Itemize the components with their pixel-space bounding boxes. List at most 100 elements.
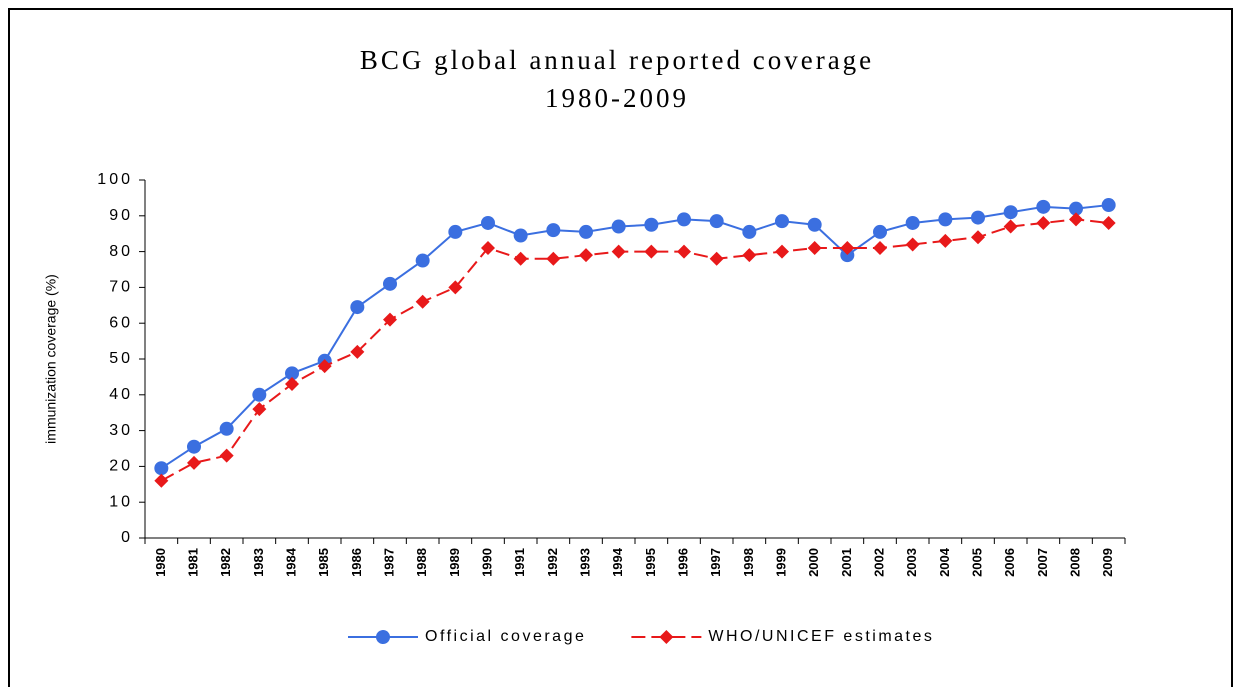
data-point bbox=[350, 300, 365, 315]
y-tick-label: 80 bbox=[109, 243, 133, 260]
x-tick-label: 1991 bbox=[512, 548, 527, 577]
x-tick-label: 2000 bbox=[806, 548, 821, 577]
data-point bbox=[513, 251, 528, 266]
data-point bbox=[383, 276, 397, 291]
legend-label: Official coverage bbox=[425, 628, 586, 645]
x-tick-label: 1984 bbox=[283, 547, 298, 577]
x-tick-label: 1998 bbox=[741, 548, 756, 577]
y-tick-label: 40 bbox=[109, 386, 133, 403]
x-tick-label: 1983 bbox=[251, 548, 266, 577]
data-point bbox=[448, 280, 463, 295]
y-tick-label: 10 bbox=[109, 493, 133, 510]
data-point bbox=[1003, 205, 1018, 220]
data-point bbox=[481, 241, 495, 256]
x-tick-label: 1989 bbox=[447, 548, 462, 577]
data-point bbox=[742, 248, 757, 263]
data-point bbox=[905, 215, 920, 230]
data-point bbox=[840, 241, 855, 256]
y-tick-label: 20 bbox=[109, 458, 133, 475]
data-point bbox=[677, 244, 691, 259]
data-point bbox=[709, 214, 724, 229]
x-tick-label: 1994 bbox=[610, 547, 625, 577]
x-tick-label: 1982 bbox=[218, 548, 233, 577]
data-point bbox=[971, 210, 985, 225]
data-point bbox=[546, 223, 561, 238]
data-point bbox=[742, 224, 757, 239]
x-tick-label: 2004 bbox=[937, 547, 952, 577]
data-point bbox=[317, 359, 332, 374]
x-tick-label: 2005 bbox=[969, 548, 984, 577]
y-tick-label: 50 bbox=[109, 350, 133, 367]
y-tick-label: 100 bbox=[97, 171, 133, 188]
x-tick-label: 2007 bbox=[1035, 548, 1050, 577]
data-point bbox=[611, 219, 626, 234]
x-tick-label: 2002 bbox=[871, 548, 886, 577]
data-point bbox=[709, 251, 724, 266]
data-point bbox=[938, 233, 953, 248]
x-tick-label: 1988 bbox=[414, 548, 429, 577]
x-tick-label: 2008 bbox=[1067, 548, 1082, 577]
chart-subtitle: 1980-2009 bbox=[545, 83, 689, 113]
data-point bbox=[481, 215, 495, 230]
x-tick-label: 2006 bbox=[1002, 548, 1017, 577]
data-point bbox=[252, 387, 267, 402]
legend-marker bbox=[659, 630, 674, 644]
data-point bbox=[1003, 219, 1018, 234]
data-point bbox=[285, 366, 299, 381]
data-point bbox=[252, 402, 267, 417]
data-point bbox=[775, 214, 789, 229]
y-tick-label: 70 bbox=[109, 279, 133, 296]
data-point bbox=[285, 377, 299, 392]
frame bbox=[8, 8, 1233, 687]
x-tick-label: 1996 bbox=[675, 548, 690, 577]
series-line bbox=[160, 218, 1109, 482]
data-point bbox=[187, 439, 201, 454]
data-point bbox=[905, 237, 920, 252]
data-point bbox=[873, 241, 887, 256]
chart-title: BCG global annual reported coverage bbox=[360, 45, 874, 75]
data-point bbox=[415, 253, 430, 268]
data-point bbox=[579, 224, 593, 239]
data-point bbox=[644, 244, 659, 259]
y-tick-label: 90 bbox=[109, 207, 133, 224]
data-point bbox=[1036, 215, 1051, 230]
x-tick-label: 2001 bbox=[839, 548, 854, 577]
data-point bbox=[775, 244, 789, 259]
x-tick-label: 1999 bbox=[773, 548, 788, 577]
data-point bbox=[448, 224, 463, 239]
x-tick-label: 1993 bbox=[577, 548, 592, 577]
y-tick-label: 60 bbox=[109, 314, 133, 331]
data-point bbox=[1036, 199, 1051, 214]
x-tick-label: 1980 bbox=[153, 548, 168, 577]
data-point bbox=[807, 241, 822, 256]
data-point bbox=[383, 312, 397, 327]
y-tick-label: 0 bbox=[121, 529, 133, 546]
data-point bbox=[579, 248, 593, 263]
data-point bbox=[415, 294, 430, 309]
data-point bbox=[219, 421, 234, 436]
data-point bbox=[677, 212, 691, 227]
legend-marker bbox=[376, 630, 390, 644]
data-point bbox=[611, 244, 626, 259]
data-point bbox=[513, 228, 528, 243]
data-point bbox=[644, 217, 659, 232]
data-point bbox=[807, 217, 822, 232]
x-tick-label: 1995 bbox=[643, 548, 658, 577]
x-tick-label: 1987 bbox=[381, 548, 396, 577]
x-tick-label: 1981 bbox=[185, 548, 200, 577]
data-point bbox=[1101, 215, 1116, 230]
legend-label: WHO/UNICEF estimates bbox=[708, 628, 934, 645]
data-point bbox=[1101, 198, 1116, 213]
x-tick-label: 1985 bbox=[316, 548, 331, 577]
data-point bbox=[219, 448, 234, 463]
x-tick-label: 1992 bbox=[545, 548, 560, 577]
data-point bbox=[187, 455, 201, 470]
y-axis-label: immunization coverage (%) bbox=[43, 274, 59, 444]
data-point bbox=[873, 224, 887, 239]
data-point bbox=[154, 473, 169, 488]
data-point bbox=[1069, 212, 1083, 227]
data-point bbox=[350, 344, 365, 359]
data-point bbox=[938, 212, 953, 227]
data-point bbox=[840, 248, 855, 263]
